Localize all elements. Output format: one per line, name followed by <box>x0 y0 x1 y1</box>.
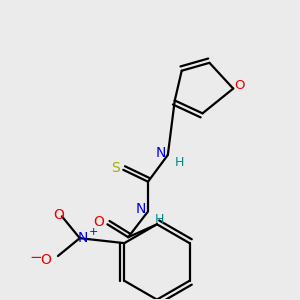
Text: −: − <box>30 250 43 266</box>
Text: N: N <box>77 231 88 245</box>
Text: O: O <box>234 79 244 92</box>
Text: O: O <box>53 208 64 222</box>
Text: H: H <box>175 156 184 170</box>
Text: +: + <box>89 227 98 237</box>
Text: N: N <box>136 202 146 216</box>
Text: O: O <box>40 253 52 267</box>
Text: S: S <box>111 161 120 175</box>
Text: H: H <box>155 213 165 226</box>
Text: N: N <box>156 146 166 160</box>
Text: O: O <box>93 215 104 229</box>
